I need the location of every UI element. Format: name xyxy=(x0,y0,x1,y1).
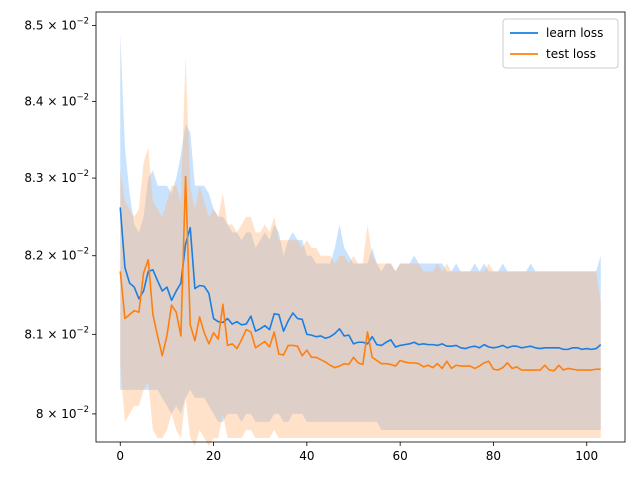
legend-label-test-loss: test loss xyxy=(546,47,596,61)
x-tick-label: 60 xyxy=(393,449,408,463)
x-tick-label: 20 xyxy=(206,449,221,463)
y-tick-label: 8.5 × 10−2 xyxy=(24,17,89,33)
y-tick-label: 8.4 × 10−2 xyxy=(24,92,89,108)
confidence-bands xyxy=(120,33,601,447)
legend: learn loss test loss xyxy=(502,18,619,69)
y-tick-label: 8.1 × 10−2 xyxy=(24,325,89,341)
y-tick-label: 8 × 10−2 xyxy=(36,405,89,421)
plot-frame xyxy=(95,11,626,443)
legend-label-learn-loss: learn loss xyxy=(546,26,603,40)
y-tick-label: 8.2 × 10−2 xyxy=(24,247,89,263)
x-tick-label: 40 xyxy=(299,449,314,463)
x-tick-label: 80 xyxy=(486,449,501,463)
line-test-loss xyxy=(119,175,601,372)
series-lines xyxy=(119,175,602,372)
band-test-loss xyxy=(120,55,601,447)
legend-box xyxy=(502,18,619,69)
y-axis: 8.5 × 10−2 8.4 × 10−2 8.3 × 10−2 8.2 × 10−2… xyxy=(24,17,96,421)
x-axis: 0 20 40 60 80 100 xyxy=(116,442,598,463)
x-tick-label: 100 xyxy=(575,449,598,463)
y-tick-label: 8.3 × 10−2 xyxy=(24,169,89,185)
band-learn-loss xyxy=(120,33,601,430)
x-tick-label: 0 xyxy=(116,449,124,463)
line-learn-loss xyxy=(119,207,602,351)
